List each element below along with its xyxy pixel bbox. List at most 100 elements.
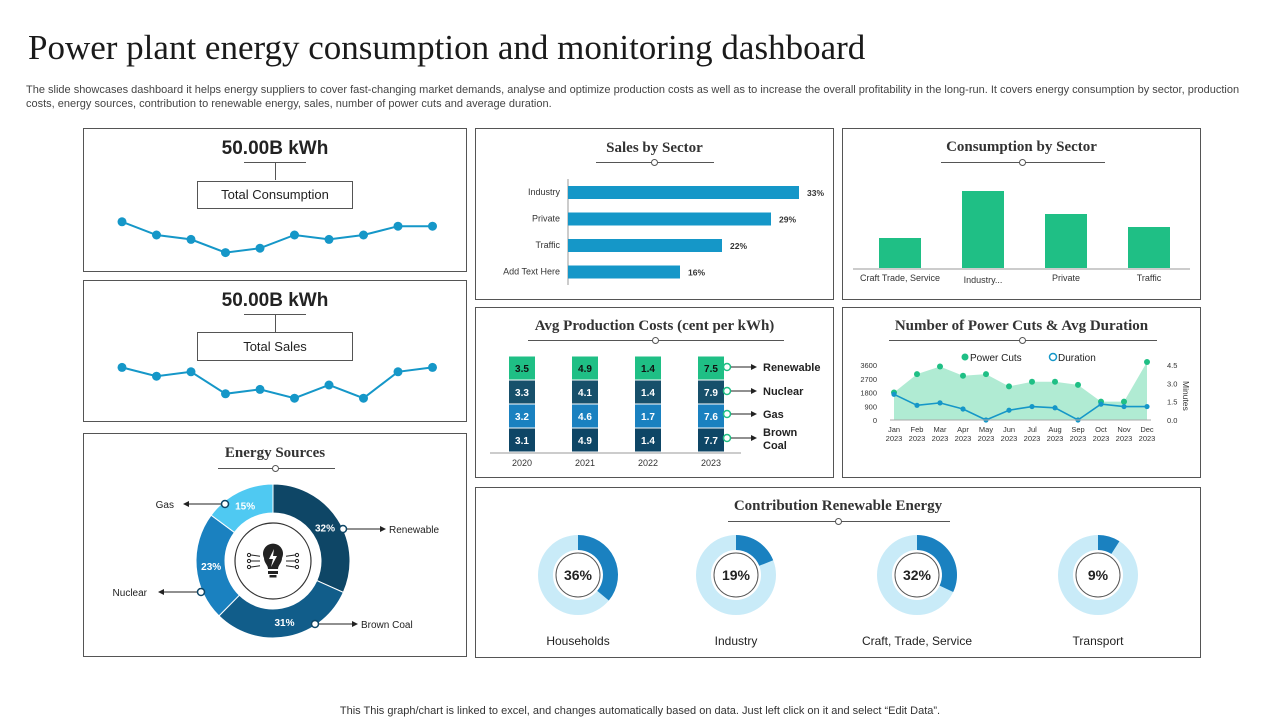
year-label: 2023 [955, 434, 972, 443]
power-cuts-point [1052, 378, 1058, 385]
cost-segment [572, 428, 598, 452]
consumption-bar [1128, 227, 1170, 268]
consumption-category-label: Traffic [1137, 273, 1162, 283]
renewable-donut-center [713, 552, 759, 598]
month-label: Oct [1095, 425, 1108, 434]
renewable-donut-center [1075, 552, 1121, 598]
legend-label: Renewable [763, 362, 820, 374]
left-tick-label: 0 [873, 416, 877, 425]
sales-category-label: Add Text Here [503, 267, 560, 277]
sales-category-label: Traffic [535, 240, 560, 250]
energy-percent-label: 32% [315, 523, 335, 534]
power-cuts-point [1144, 358, 1150, 365]
legend-arrow-head [751, 411, 757, 417]
sparkline-point [324, 380, 334, 390]
sparkline-point [393, 367, 403, 377]
power-cuts-point [960, 372, 966, 379]
title-dot [651, 159, 658, 166]
renewable-percent-label: 9% [1088, 567, 1109, 583]
sparkline-point [221, 248, 230, 258]
month-label: Jul [1027, 425, 1037, 434]
legend-marker [722, 433, 732, 443]
cost-year-label: 2020 [512, 458, 532, 468]
circuit-line [285, 565, 296, 568]
total-consumption-panel: 50.00B kWh Total Consumption [83, 128, 467, 272]
cost-segment [635, 380, 661, 404]
energy-percent-label: 31% [274, 618, 294, 629]
power-cuts-chart: Power Cuts Duration 3600 2700 1800 900 0 4.5 3.0… [860, 352, 1191, 443]
month-label: Jun [1003, 425, 1015, 434]
sparkline-point [428, 362, 437, 372]
energy-percent-label: 23% [201, 562, 221, 573]
total-sales-panel: 50.00B kWh Total Sales [83, 280, 467, 422]
cost-year-label: 2022 [638, 458, 658, 468]
cost-segment [698, 404, 724, 428]
renewable-donut-value [736, 535, 774, 566]
sales-by-sector-chart: Industry 33% Private 29% Traffic 22% Add Text … [503, 179, 824, 285]
renewable-category-label: Transport [1073, 634, 1125, 648]
duration-line [893, 393, 1147, 421]
legend-dot-power-cuts [961, 353, 969, 361]
cost-value-label: 7.5 [704, 364, 718, 375]
sparkline-line [121, 220, 433, 254]
legend-arrow-head [751, 364, 757, 370]
power-cuts-point [983, 371, 989, 378]
renewable-category-label: Craft, Trade, Service [862, 634, 972, 648]
power-cuts-area [894, 361, 1147, 420]
production-costs-title: Avg Production Costs (cent per kWh) [534, 318, 775, 334]
connector-line [244, 314, 306, 315]
cost-value-label: 1.4 [641, 388, 655, 399]
page-subtitle: The slide showcases dashboard it helps e… [26, 84, 1240, 110]
cost-value-label: 7.9 [704, 388, 718, 399]
cost-value-label: 7.7 [704, 436, 718, 447]
circuit-line [285, 554, 296, 557]
month-label: Aug [1048, 425, 1061, 434]
legend-power-cuts: Power Cuts [970, 353, 1022, 364]
duration-point [914, 402, 920, 408]
sparkline-point [393, 221, 403, 231]
consumption-by-sector-title: Consumption by Sector [946, 139, 1097, 155]
callout-marker [310, 619, 320, 629]
total-consumption-value: 50.00B kWh [221, 138, 329, 159]
cost-value-label: 3.3 [515, 388, 529, 399]
sparkline-point [152, 230, 161, 240]
legend-label: Brown Coal [763, 427, 798, 452]
sales-value-label: 22% [730, 241, 747, 251]
legend-duration: Duration [1058, 353, 1096, 364]
year-label: 2023 [1139, 434, 1156, 443]
cost-year-label: 2023 [701, 458, 721, 468]
legend-label-line: Brown [763, 427, 798, 439]
sparkline-line [121, 366, 433, 400]
legend-label: Nuclear [763, 386, 804, 398]
right-tick-label: 1.5 [1167, 398, 1177, 407]
connector-line [275, 162, 276, 180]
total-consumption-sparkline [117, 217, 437, 258]
callout-arrow-head [183, 501, 189, 507]
renewable-category-label: Households [546, 634, 609, 648]
duration-point [1052, 405, 1058, 411]
legend-label: Gas [763, 409, 784, 421]
year-label: 2023 [1116, 434, 1133, 443]
footer-note: This This graph/chart is linked to excel… [339, 705, 941, 717]
callout-marker [220, 499, 230, 509]
sparkline-point [359, 393, 368, 403]
cost-value-label: 1.4 [641, 364, 655, 375]
sparkline-point [428, 221, 437, 231]
total-sales-label: Total Sales [197, 332, 353, 361]
title-dot [272, 465, 279, 472]
year-label: 2023 [1070, 434, 1087, 443]
month-label: Sep [1071, 425, 1084, 434]
circuit-node [294, 564, 300, 570]
left-tick-label: 2700 [860, 375, 877, 384]
renewable-donut-value [917, 535, 957, 593]
year-label: 2023 [1047, 434, 1064, 443]
total-consumption-label: Total Consumption [197, 181, 353, 209]
year-label: 2023 [886, 434, 903, 443]
energy-sources-panel: Energy Sources 32% 31% 23% 15% Renewable Brow… [83, 433, 467, 657]
cost-value-label: 3.5 [515, 364, 529, 375]
left-tick-label: 1800 [860, 389, 877, 398]
sparkline-point [324, 234, 334, 244]
cost-value-label: 7.6 [704, 412, 718, 423]
year-label: 2023 [1001, 434, 1018, 443]
cost-segment [635, 404, 661, 428]
